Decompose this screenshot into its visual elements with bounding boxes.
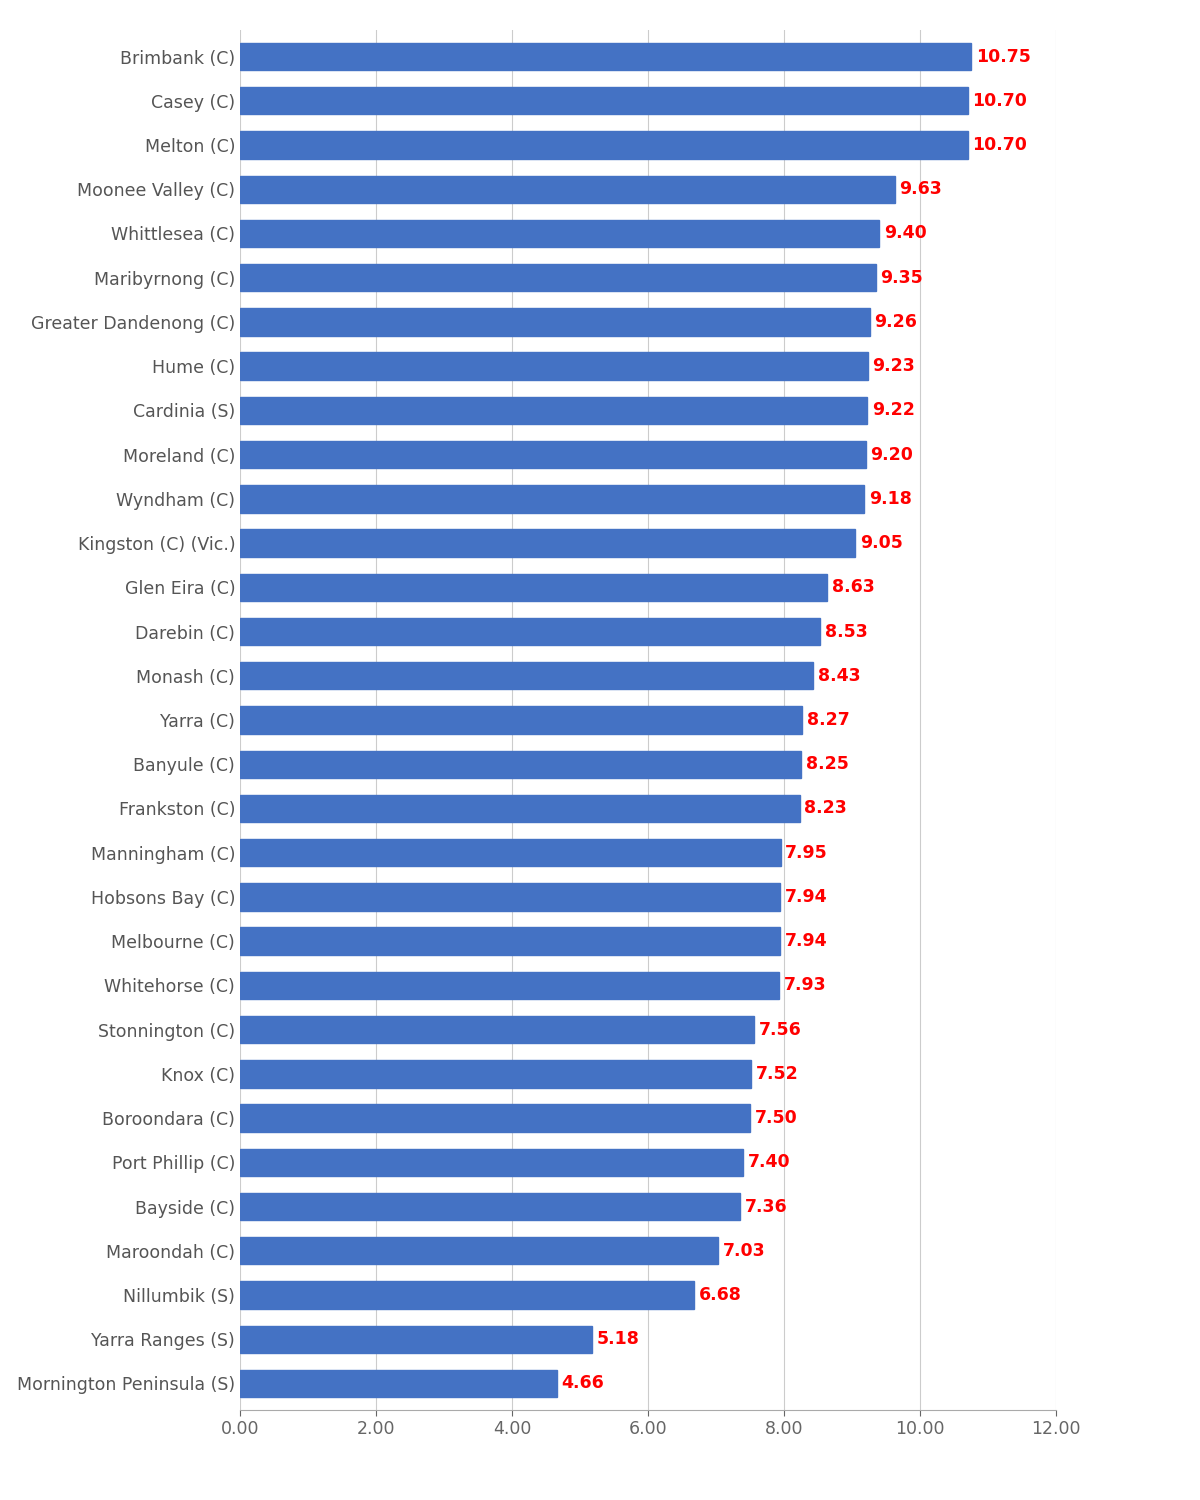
Bar xyxy=(240,1326,593,1353)
Text: 8.63: 8.63 xyxy=(832,579,875,597)
Text: 7.94: 7.94 xyxy=(785,932,827,950)
Bar xyxy=(240,264,876,291)
Bar xyxy=(240,220,880,248)
Text: 7.93: 7.93 xyxy=(784,976,827,994)
Text: 8.43: 8.43 xyxy=(818,668,860,686)
Bar xyxy=(240,706,803,734)
Text: 7.56: 7.56 xyxy=(758,1020,802,1038)
Bar xyxy=(240,1281,695,1308)
Text: 8.53: 8.53 xyxy=(824,622,868,640)
Bar xyxy=(240,1370,557,1396)
Bar xyxy=(240,484,864,513)
Bar xyxy=(240,573,827,602)
Text: 9.40: 9.40 xyxy=(884,225,926,243)
Bar xyxy=(240,884,780,910)
Bar xyxy=(240,662,814,690)
Text: 7.94: 7.94 xyxy=(785,888,827,906)
Bar xyxy=(240,396,866,424)
Text: 9.63: 9.63 xyxy=(900,180,942,198)
Bar xyxy=(240,530,856,556)
Bar xyxy=(240,176,895,202)
Text: 9.22: 9.22 xyxy=(871,402,914,420)
Bar xyxy=(240,87,967,114)
Text: 5.18: 5.18 xyxy=(596,1330,640,1348)
Text: 9.23: 9.23 xyxy=(872,357,916,375)
Text: 7.95: 7.95 xyxy=(785,843,828,861)
Bar xyxy=(240,972,779,999)
Text: 6.68: 6.68 xyxy=(698,1286,742,1304)
Text: 8.23: 8.23 xyxy=(804,800,847,818)
Text: 9.20: 9.20 xyxy=(870,446,913,464)
Text: 7.52: 7.52 xyxy=(756,1065,799,1083)
Text: 10.70: 10.70 xyxy=(972,92,1027,110)
Bar xyxy=(240,1238,718,1264)
Text: 8.27: 8.27 xyxy=(808,711,850,729)
Bar xyxy=(240,839,780,867)
Text: 7.50: 7.50 xyxy=(755,1108,798,1126)
Bar xyxy=(240,352,868,380)
Bar xyxy=(240,1192,740,1221)
Text: 9.18: 9.18 xyxy=(869,490,912,508)
Bar xyxy=(240,750,800,778)
Bar xyxy=(240,308,870,336)
Bar xyxy=(240,1104,750,1132)
Text: 7.36: 7.36 xyxy=(745,1197,788,1215)
Text: 9.05: 9.05 xyxy=(860,534,904,552)
Bar xyxy=(240,618,820,645)
Bar xyxy=(240,1060,751,1088)
Bar xyxy=(240,1016,754,1044)
Text: 10.70: 10.70 xyxy=(972,136,1027,154)
Text: 10.75: 10.75 xyxy=(976,48,1031,66)
Text: 7.40: 7.40 xyxy=(748,1154,791,1172)
Bar xyxy=(240,795,799,822)
Text: 7.03: 7.03 xyxy=(722,1242,766,1260)
Text: 9.35: 9.35 xyxy=(881,268,923,286)
Bar xyxy=(240,441,865,468)
Bar xyxy=(240,1149,743,1176)
Text: 4.66: 4.66 xyxy=(562,1374,605,1392)
Bar xyxy=(240,132,967,159)
Bar xyxy=(240,44,971,70)
Text: 9.26: 9.26 xyxy=(875,314,917,332)
Bar xyxy=(240,927,780,956)
Text: 8.25: 8.25 xyxy=(805,754,848,772)
